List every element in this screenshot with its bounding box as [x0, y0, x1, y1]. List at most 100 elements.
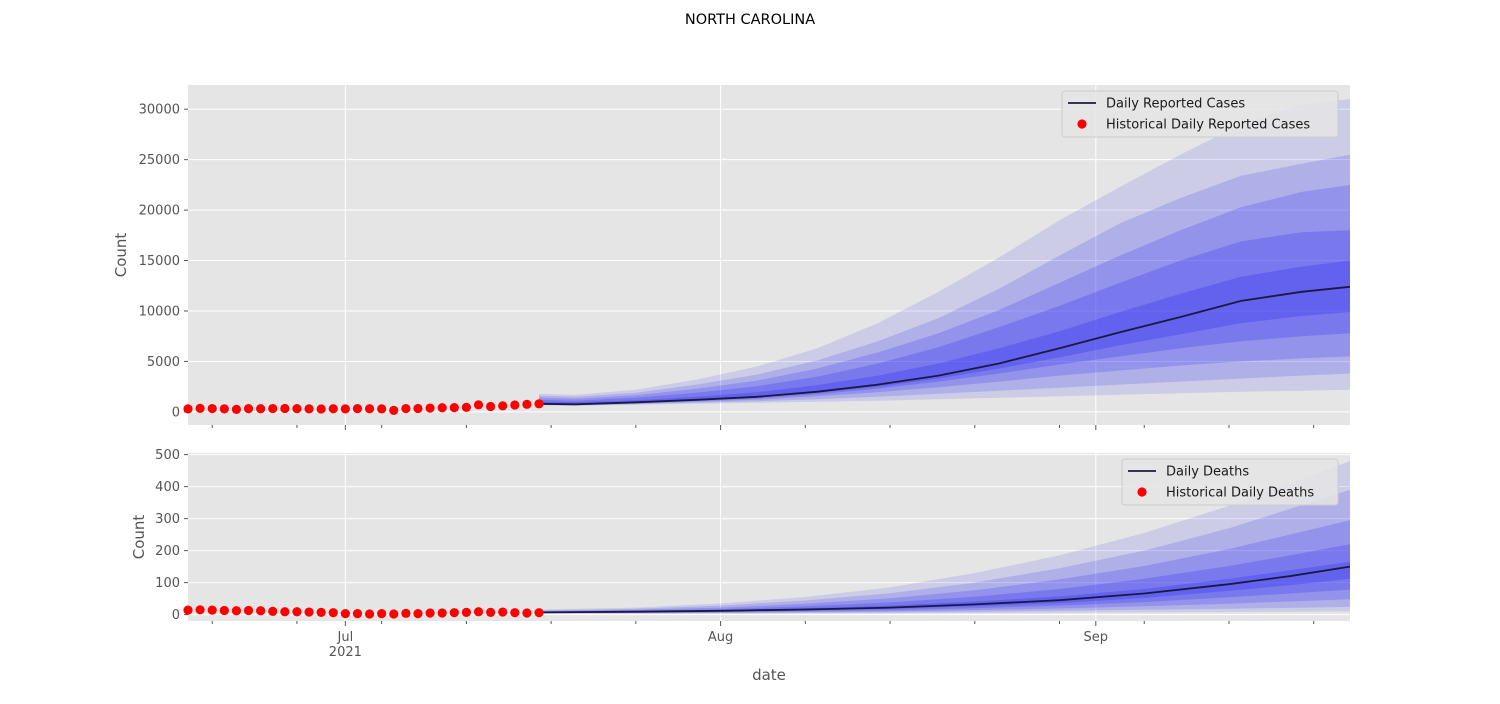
forecast-band	[539, 489, 1350, 614]
y-tick-label: 0	[172, 608, 180, 623]
y-tick-label: 0	[172, 405, 180, 420]
historical-point	[401, 403, 411, 414]
historical-point	[292, 404, 302, 414]
data-layer	[538, 99, 1350, 406]
historical-point	[352, 609, 363, 619]
historical-point	[183, 404, 193, 414]
y-axis-label: Count	[130, 515, 148, 560]
legend-marker-swatch	[1137, 487, 1147, 497]
x-tick-sublabel: 2021	[329, 645, 362, 660]
historical-point	[195, 403, 205, 413]
figure-title: NORTH CAROLINA	[684, 12, 816, 28]
historical-point	[256, 606, 266, 616]
historical-point	[425, 608, 435, 618]
historical-point	[377, 404, 387, 414]
legend-box	[1121, 458, 1339, 506]
historical-point	[522, 608, 532, 618]
historical-point	[231, 404, 242, 414]
historical-point	[280, 403, 290, 414]
historical-point	[522, 399, 532, 409]
historical-point	[486, 607, 496, 617]
y-tick-label: 5000	[147, 355, 180, 370]
y-tick-label: 15000	[139, 254, 180, 269]
historical-point	[268, 403, 278, 414]
historical-point	[316, 607, 326, 617]
historical-point	[207, 605, 217, 615]
legend-label: Daily Deaths	[1166, 465, 1249, 480]
historical-point	[243, 605, 254, 616]
historical-point	[280, 607, 290, 617]
forecast-band	[539, 230, 1350, 405]
x-tick-label: Aug	[708, 630, 733, 645]
historical-point	[219, 605, 229, 616]
median-line	[538, 285, 1350, 406]
x-tick-label: Sep	[1084, 630, 1109, 645]
forecast-band	[539, 561, 1350, 613]
forecast-band	[539, 544, 1350, 613]
historical-point	[498, 607, 508, 617]
historical-point	[473, 607, 484, 617]
y-tick-label: 200	[155, 544, 180, 559]
historical-point	[364, 609, 375, 619]
historical-point	[425, 403, 435, 413]
historical-point	[256, 404, 266, 414]
historical-point	[401, 608, 411, 618]
historical-point	[268, 606, 278, 617]
historical-point	[437, 403, 447, 413]
y-tick-label: 100	[155, 576, 180, 591]
forecast-band	[539, 99, 1350, 406]
historical-point	[510, 608, 520, 618]
legend-box	[1061, 90, 1339, 138]
historical-point	[389, 609, 399, 619]
historical-point	[328, 608, 338, 618]
historical-point	[328, 404, 338, 414]
y-tick-label: 30000	[139, 103, 180, 118]
historical-point	[486, 401, 496, 412]
historical-point	[195, 605, 205, 615]
historical-point	[437, 608, 447, 618]
historical-point	[510, 400, 520, 410]
historical-point	[377, 609, 387, 619]
historical-point	[461, 607, 471, 617]
x-tick-label: Jul	[337, 630, 354, 645]
historical-point	[413, 609, 423, 619]
y-tick-label: 20000	[139, 204, 180, 219]
historical-point	[352, 404, 363, 414]
historical-point	[413, 403, 423, 414]
historical-point	[461, 402, 471, 412]
forecast-band	[539, 520, 1350, 613]
historical-point	[340, 404, 350, 414]
historical-point	[498, 401, 508, 411]
y-tick-label: 500	[155, 448, 180, 463]
legend-marker-swatch	[1077, 119, 1087, 129]
historical-point	[473, 400, 484, 410]
panel-1: 0 5000 10000 15000 20000 25000 30000 Count Daily…	[112, 85, 1350, 430]
median-line	[538, 565, 1350, 614]
historical-point	[207, 403, 217, 414]
historical-point	[449, 608, 459, 618]
historical-point	[183, 605, 193, 615]
y-tick-label: 300	[155, 512, 180, 527]
historical-point	[389, 405, 399, 415]
plot-area	[188, 85, 1350, 425]
historical-point	[534, 608, 544, 618]
legend-label: Historical Daily Deaths	[1166, 486, 1314, 501]
historical-point	[292, 607, 302, 617]
x-axis-label: date	[752, 666, 786, 684]
legend-label: Daily Reported Cases	[1106, 97, 1245, 112]
y-tick-label: 10000	[139, 304, 180, 319]
historical-point	[364, 404, 375, 414]
data-layer	[538, 461, 1350, 614]
legend: Daily Reported Cases Historical Daily Rep…	[1061, 90, 1339, 138]
forecast-band	[539, 184, 1350, 406]
forecast-band	[539, 154, 1350, 406]
historical-point	[231, 606, 242, 616]
historical-point	[316, 404, 326, 414]
forecast-band	[539, 260, 1350, 405]
historical-point	[243, 404, 254, 414]
legend-label: Historical Daily Reported Cases	[1106, 118, 1310, 133]
historical-point	[449, 403, 459, 413]
